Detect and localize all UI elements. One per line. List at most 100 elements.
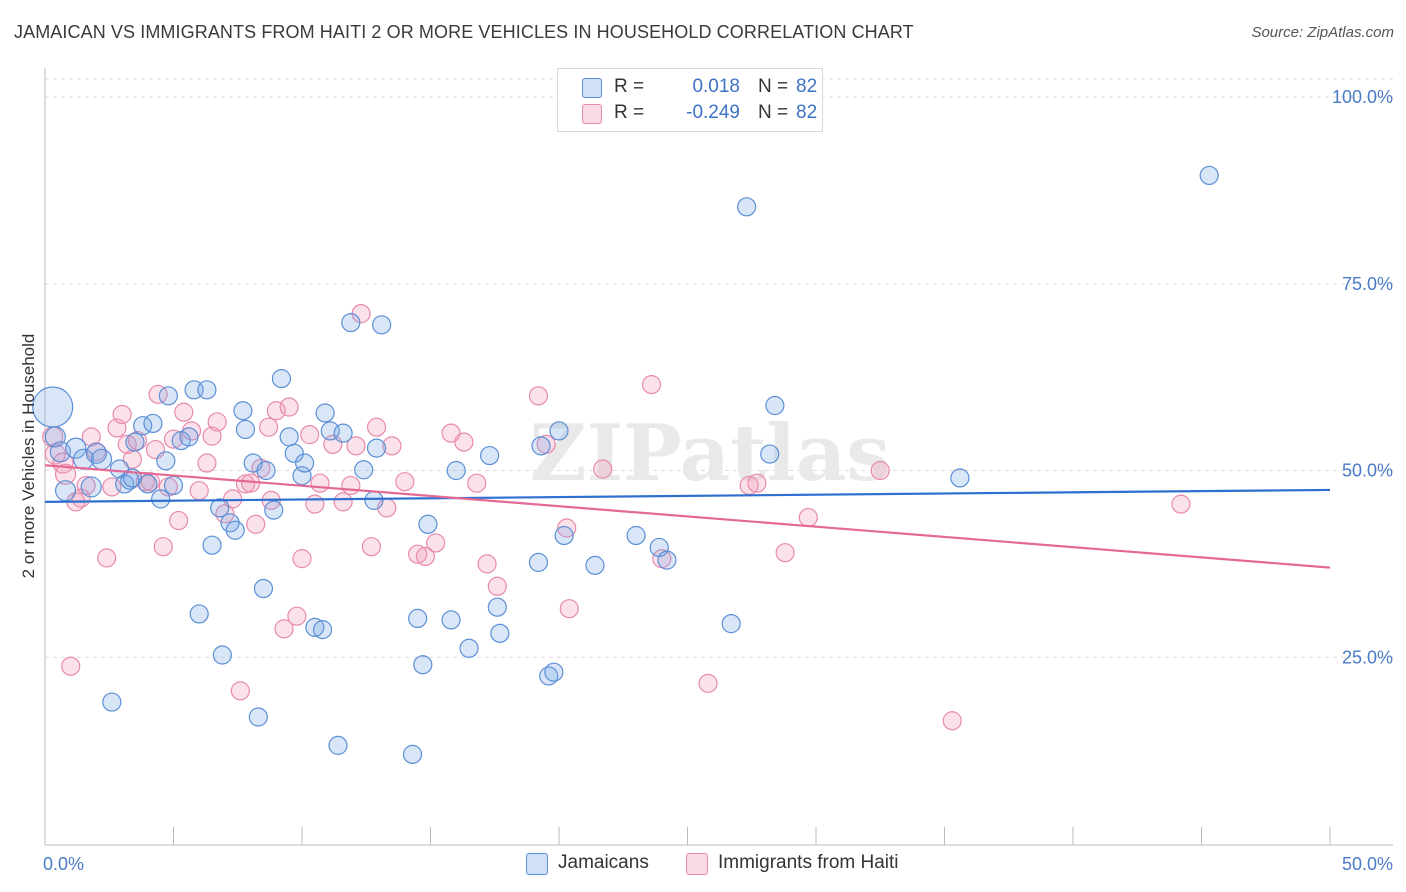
data-point-jamaicans bbox=[333, 423, 353, 443]
data-point-jamaicans bbox=[125, 432, 145, 452]
data-point-jamaicans bbox=[585, 555, 605, 575]
data-point-haiti bbox=[202, 426, 222, 446]
data-point-haiti bbox=[235, 474, 256, 494]
data-point-jamaicans bbox=[490, 623, 510, 643]
data-point-jamaicans bbox=[950, 468, 970, 488]
data-point-jamaicans bbox=[210, 498, 230, 518]
data-point-jamaicans bbox=[189, 604, 209, 624]
trend-line-haiti bbox=[44, 464, 1331, 569]
data-point-jamaicans bbox=[626, 525, 646, 546]
data-point-jamaicans bbox=[80, 476, 102, 498]
data-point-haiti bbox=[292, 549, 312, 569]
data-point-jamaicans bbox=[271, 369, 292, 389]
data-point-jamaicans bbox=[402, 744, 423, 764]
legend-label-jamaicans: Jamaicans bbox=[558, 852, 649, 873]
legend-n-label: N = bbox=[758, 76, 789, 97]
data-point-haiti bbox=[454, 432, 474, 452]
chart-title: JAMAICAN VS IMMIGRANTS FROM HAITI 2 OR M… bbox=[14, 22, 914, 42]
legend-swatch-haiti bbox=[582, 104, 602, 124]
data-point-haiti bbox=[382, 436, 402, 456]
data-point-jamaicans bbox=[279, 427, 299, 447]
data-point-jamaicans bbox=[264, 500, 284, 520]
data-point-jamaicans bbox=[446, 460, 466, 481]
data-point-haiti bbox=[528, 386, 549, 406]
data-point-jamaicans bbox=[315, 403, 335, 423]
data-point-jamaicans bbox=[90, 448, 113, 470]
data-point-jamaicans bbox=[138, 474, 158, 494]
data-point-jamaicans bbox=[737, 197, 757, 217]
data-point-jamaicans bbox=[354, 460, 374, 480]
data-point-haiti bbox=[163, 429, 184, 449]
data-point-haiti bbox=[477, 554, 497, 574]
correlation-legend: R = 0.018 N = 82 R = -0.249 N = 82 bbox=[557, 68, 823, 132]
data-point-jamaicans bbox=[760, 444, 780, 464]
data-point-haiti bbox=[266, 401, 286, 421]
data-point-haiti bbox=[117, 434, 137, 454]
data-point-jamaicans bbox=[328, 735, 348, 755]
watermark: ZIPatlas bbox=[530, 408, 891, 499]
data-point-haiti bbox=[870, 460, 890, 481]
data-point-jamaicans bbox=[539, 666, 559, 686]
data-point-haiti bbox=[258, 417, 279, 437]
data-point-haiti bbox=[361, 537, 381, 557]
x-tick-label: 0.0% bbox=[43, 854, 84, 874]
data-point-haiti bbox=[557, 518, 577, 538]
y-tick-label: 100.0% bbox=[1332, 87, 1393, 107]
legend-n-value: 82 bbox=[796, 76, 818, 97]
data-point-haiti bbox=[593, 459, 613, 479]
data-point-jamaicans bbox=[197, 380, 217, 400]
data-point-haiti bbox=[112, 404, 132, 425]
data-point-haiti bbox=[97, 548, 117, 568]
data-point-haiti bbox=[230, 681, 250, 701]
data-point-jamaicans bbox=[225, 520, 245, 540]
data-point-jamaicans bbox=[179, 427, 199, 447]
y-axis-label: 2 or more Vehicles in Household bbox=[19, 334, 38, 579]
data-point-jamaicans bbox=[413, 655, 433, 675]
data-point-haiti bbox=[366, 417, 387, 437]
series-jamaicans-points bbox=[32, 165, 1219, 764]
data-point-haiti bbox=[395, 472, 415, 492]
y-tick-label: 25.0% bbox=[1342, 647, 1393, 667]
data-point-jamaicans bbox=[312, 620, 333, 640]
data-point-haiti bbox=[279, 397, 299, 417]
legend-swatch-jamaicans bbox=[582, 78, 602, 98]
data-point-jamaicans bbox=[408, 608, 428, 629]
data-point-jamaicans bbox=[554, 525, 574, 546]
data-point-haiti bbox=[174, 402, 194, 422]
legend-n-value: 82 bbox=[796, 102, 818, 123]
data-point-jamaicans bbox=[528, 552, 549, 572]
data-point-haiti bbox=[798, 507, 818, 528]
data-point-haiti bbox=[333, 492, 353, 512]
data-point-haiti bbox=[215, 504, 235, 524]
data-point-jamaicans bbox=[102, 692, 122, 712]
legend-swatch-haiti bbox=[686, 853, 708, 875]
legend-r-label: R = bbox=[614, 102, 645, 123]
data-point-jamaicans bbox=[721, 614, 741, 634]
data-point-haiti bbox=[274, 619, 294, 639]
data-point-haiti bbox=[698, 673, 718, 693]
data-point-jamaicans bbox=[341, 312, 361, 333]
data-point-jamaicans bbox=[151, 489, 171, 509]
data-point-jamaicans bbox=[549, 421, 569, 441]
data-point-haiti bbox=[305, 494, 325, 514]
data-point-haiti bbox=[487, 576, 507, 596]
data-point-haiti bbox=[81, 427, 101, 447]
source-label: Source: ZipAtlas.com bbox=[1251, 24, 1394, 41]
series-legend: Jamaicans Immigrants from Haiti bbox=[0, 852, 1406, 878]
y-tick-label: 50.0% bbox=[1342, 461, 1393, 481]
data-point-jamaicans bbox=[372, 315, 392, 335]
x-tick-label: 50.0% bbox=[1342, 854, 1393, 874]
data-point-haiti bbox=[207, 412, 227, 432]
legend-swatch-jamaicans bbox=[526, 853, 548, 875]
data-point-haiti bbox=[559, 599, 579, 619]
grid-lines bbox=[45, 78, 1393, 658]
data-point-jamaicans bbox=[657, 550, 677, 570]
data-point-jamaicans bbox=[115, 474, 135, 494]
data-point-haiti bbox=[467, 473, 487, 493]
data-point-haiti bbox=[153, 537, 173, 557]
data-point-jamaicans bbox=[233, 401, 253, 421]
data-point-jamaicans bbox=[487, 597, 507, 617]
data-point-haiti bbox=[775, 543, 795, 563]
data-point-haiti bbox=[942, 711, 962, 731]
data-point-haiti bbox=[246, 514, 266, 534]
